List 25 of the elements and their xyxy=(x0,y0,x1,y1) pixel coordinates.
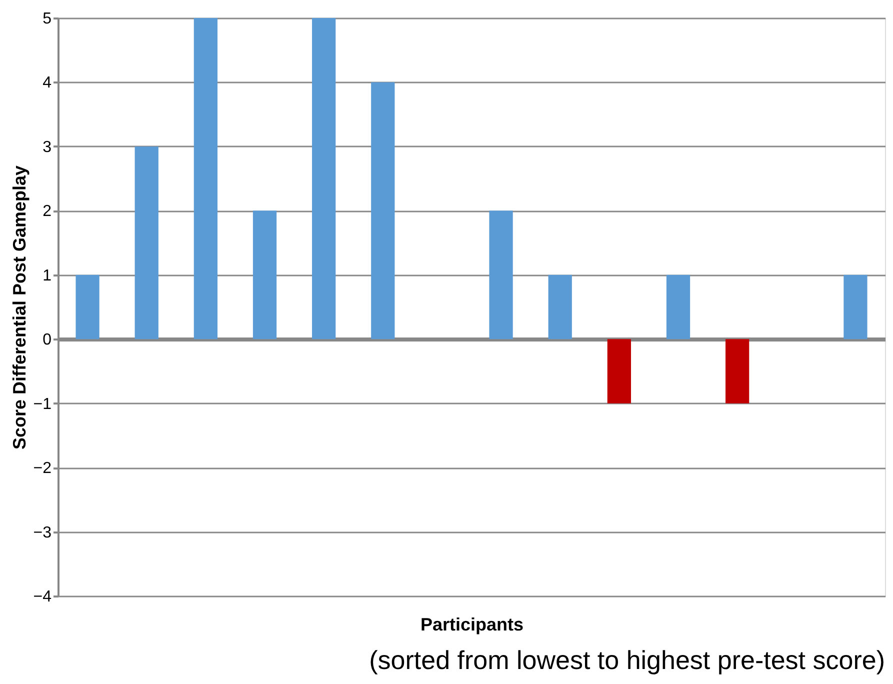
y-tick-label: 5 xyxy=(42,10,52,28)
bar xyxy=(371,82,395,340)
bar xyxy=(252,210,277,340)
bar xyxy=(134,146,158,340)
bar xyxy=(607,339,631,404)
bar xyxy=(76,274,100,340)
y-tick-label: −3 xyxy=(33,524,52,542)
bar xyxy=(548,274,572,340)
x-axis-title: Participants xyxy=(420,614,524,634)
y-tick-label: −1 xyxy=(33,396,52,413)
y-tick-label: 2 xyxy=(42,203,52,220)
y-tick-label: 3 xyxy=(42,138,52,156)
bar xyxy=(726,339,750,404)
bar xyxy=(194,18,218,340)
bar xyxy=(489,210,513,340)
y-axis-title: Score Differential Post Gameplay xyxy=(9,165,30,450)
bar xyxy=(666,274,690,340)
text: (sorted from lowest to highest pre-test score) xyxy=(369,645,885,675)
y-tick-label: 0 xyxy=(42,332,52,349)
y-tick-label: −4 xyxy=(33,588,52,606)
bar xyxy=(844,274,868,340)
bar xyxy=(312,18,336,340)
y-tick-label: −2 xyxy=(33,460,52,478)
y-tick-label: 4 xyxy=(42,74,52,92)
y-tick-label: 1 xyxy=(42,267,52,284)
